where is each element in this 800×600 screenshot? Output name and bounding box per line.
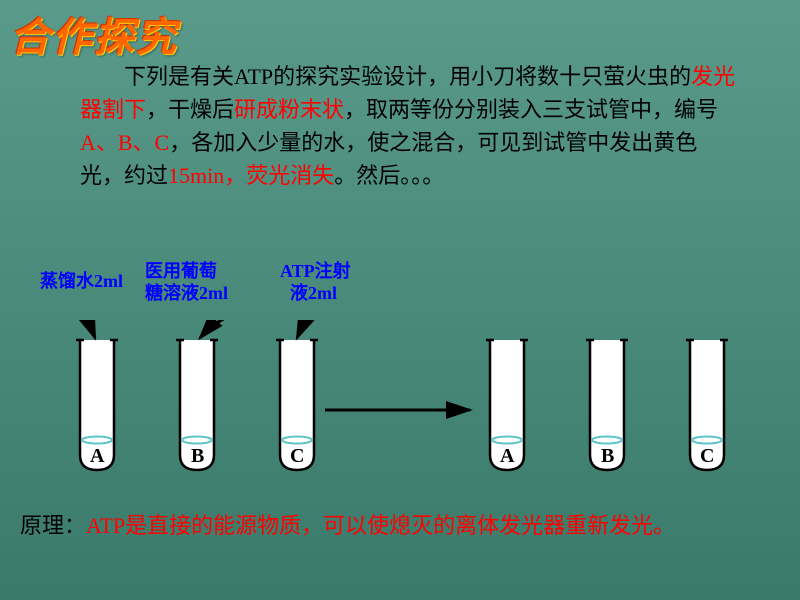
para-t3: ，取两等份分别装入三支试管中，编号 [344,97,718,122]
tube-c-right: C [700,445,714,467]
water-label: 蒸馏水2ml [40,270,123,292]
principle-body: ATP是直接的能源物质，可以使熄灭的离体发光器重新发光。 [86,513,675,538]
tube-a-left: A [90,445,105,467]
atp-label-line1: ATP注射 [280,260,351,282]
glucose-label-line1: 医用葡萄 [145,260,217,282]
slide-title: 合作探究 [10,5,178,63]
para-t5: 。然后。。。 [334,163,444,188]
para-t2: ，干燥后 [146,97,234,122]
tube-a-right: A [500,445,515,467]
tube-b-left: B [191,445,204,467]
glucose-label-line2: 糖溶液2ml [145,282,228,304]
atp-label-line2: 液2ml [290,282,337,304]
principle-lead: 原理： [20,513,86,538]
experiment-paragraph: 下列是有关ATP的探究实验设计，用小刀将数十只萤火虫的发光器割下，干燥后研成粉末… [80,60,740,192]
para-h3: A、B、C [80,130,169,155]
principle-text: 原理：ATP是直接的能源物质，可以使熄灭的离体发光器重新发光。 [20,510,780,542]
atp-arrow [297,320,315,338]
para-t1: 下列是有关ATP的探究实验设计，用小刀将数十只萤火虫的 [124,64,691,89]
tube-b-right: B [601,445,614,467]
para-h4: 15min，荧光消失 [168,163,334,188]
para-h2: 研成粉末状 [234,97,344,122]
tube-c-left: C [290,445,304,467]
glucose-arrow [200,320,250,338]
water-arrow [80,320,95,338]
test-tube-diagram: A B C A B C [50,320,750,500]
